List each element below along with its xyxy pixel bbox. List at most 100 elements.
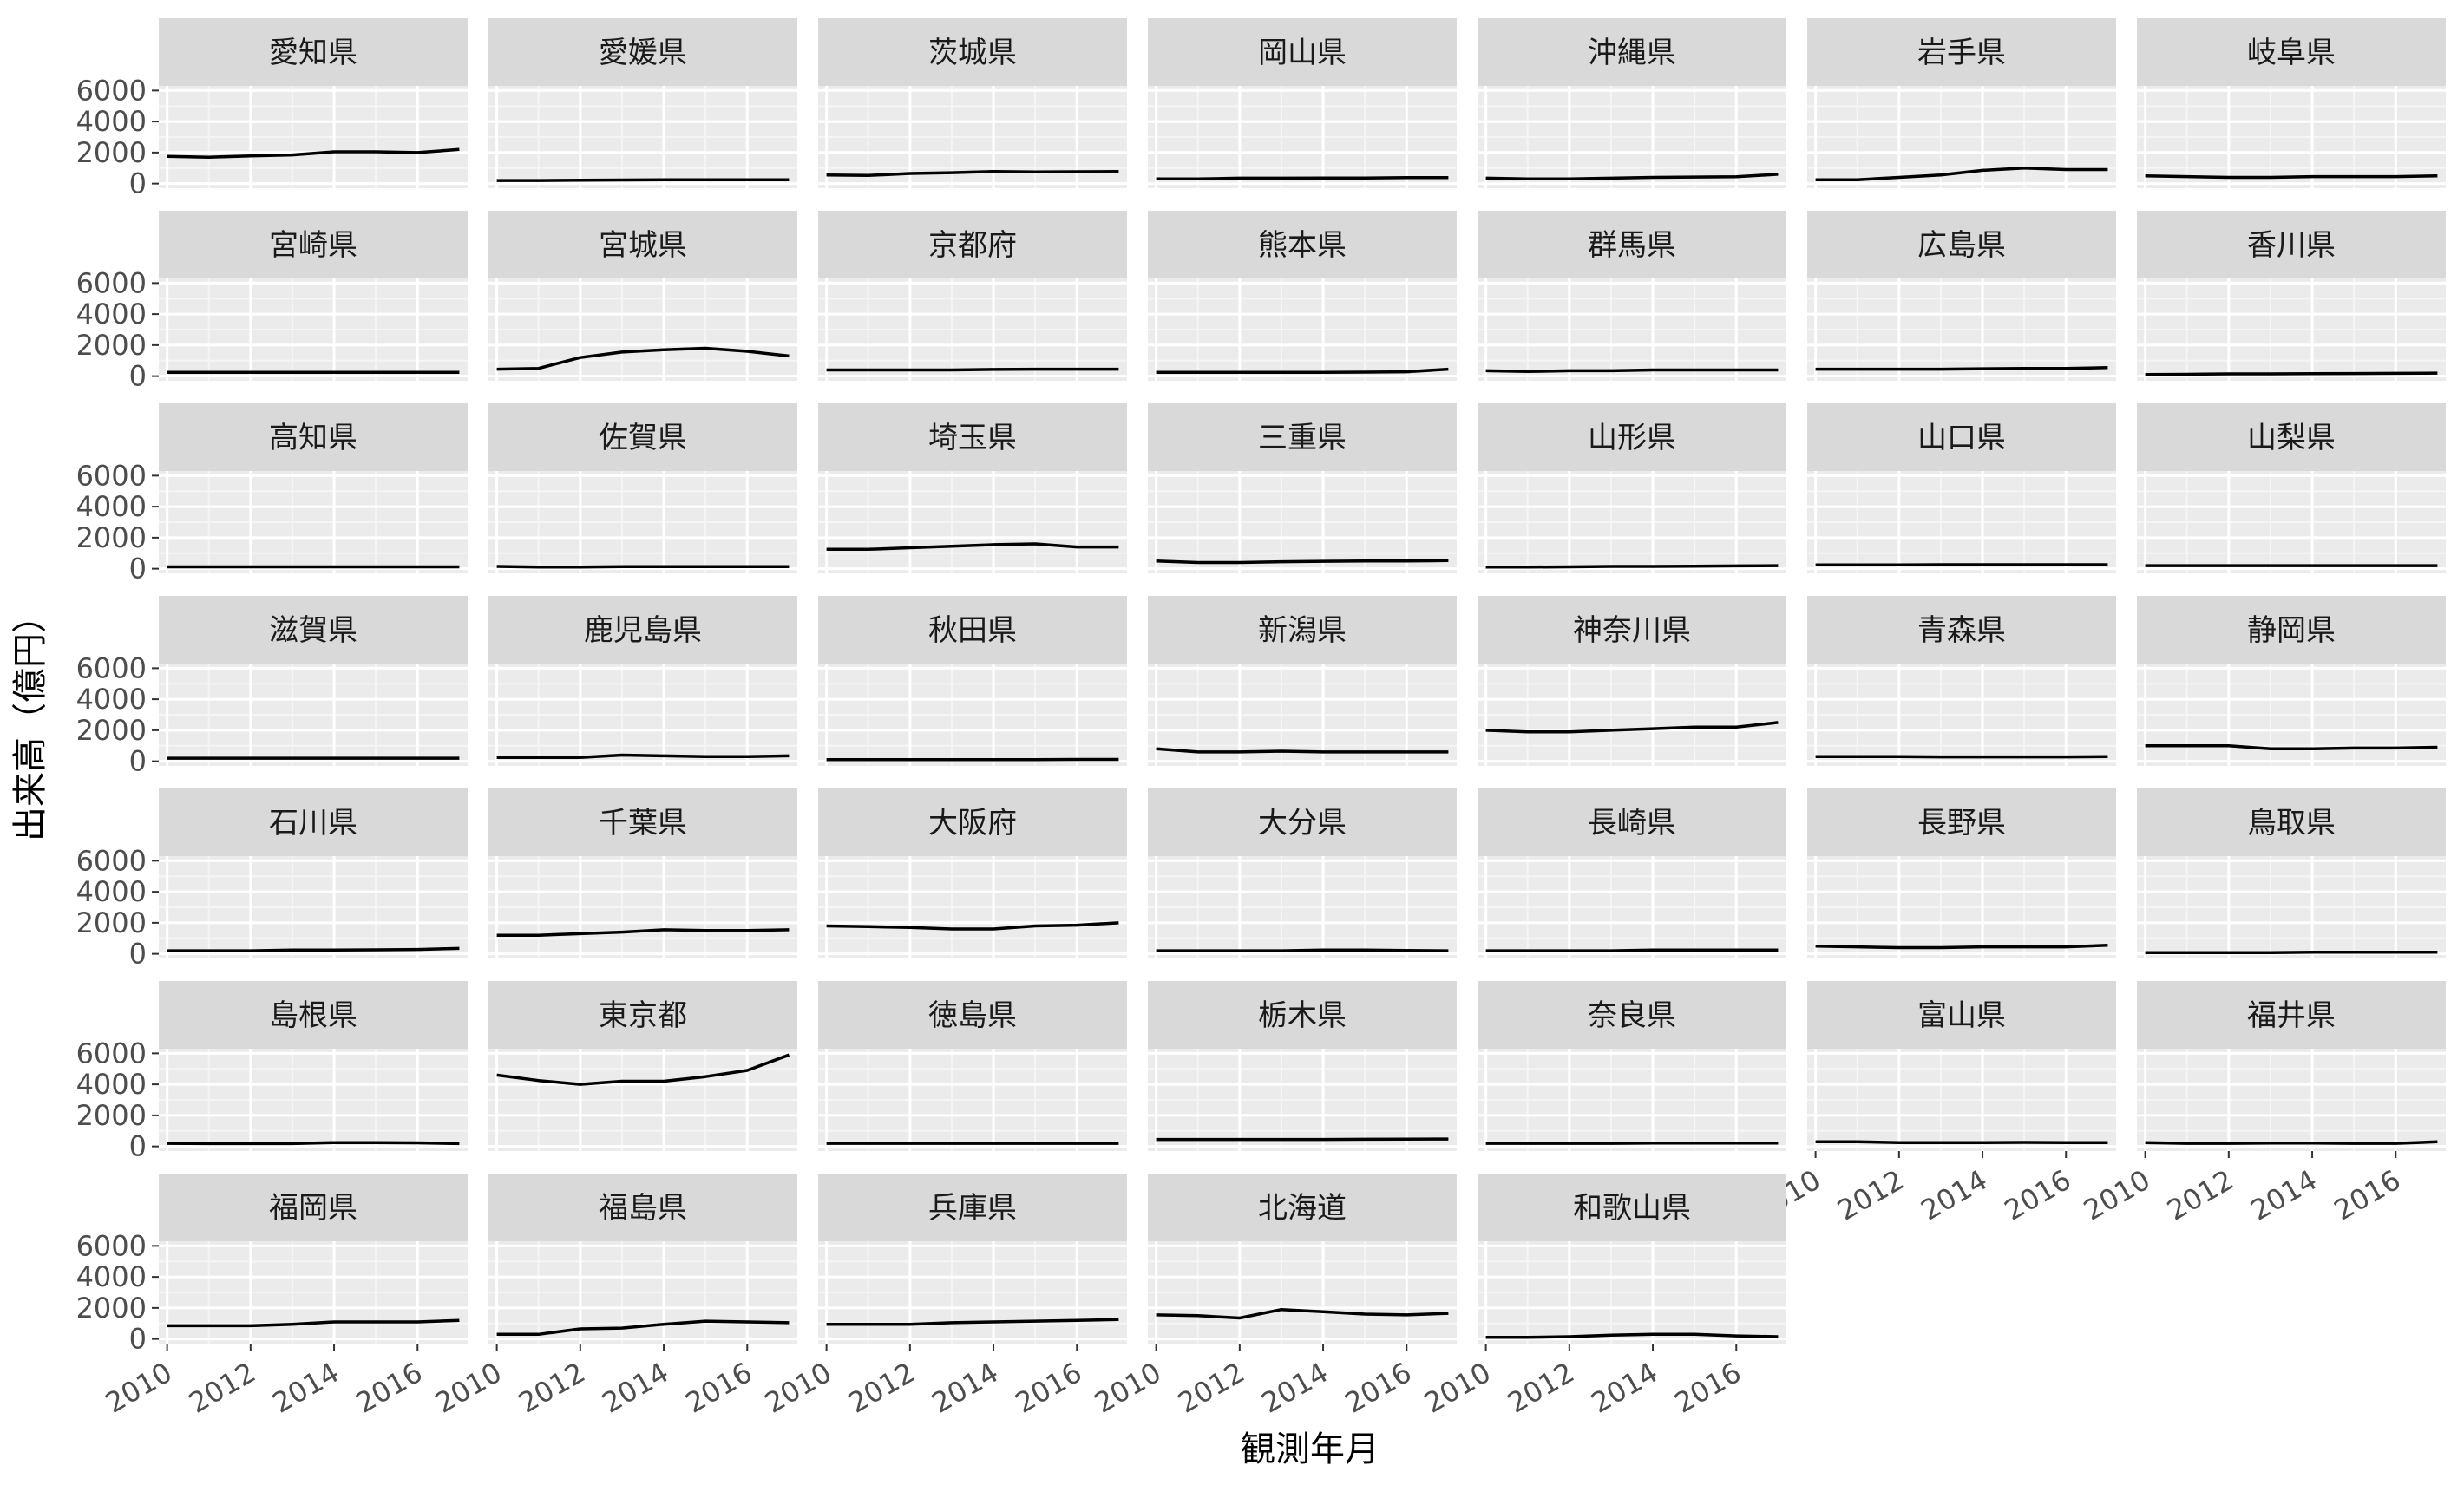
series-line <box>167 946 460 952</box>
facet-label: 香川県 <box>2247 228 2336 263</box>
facet-panel: 長野県 <box>1807 788 2116 958</box>
facet-panel: 京都府 <box>818 211 1127 381</box>
facet-panel: 三重県 <box>1148 403 1457 573</box>
facet-panel: 愛媛県 <box>488 18 797 188</box>
y-tick-label: 4000 <box>76 490 147 523</box>
facet-label: 神奈川県 <box>1573 613 1691 648</box>
series-line <box>167 1318 460 1328</box>
y-tick-label: 4000 <box>76 875 147 908</box>
x-tick-label: 2014 <box>1916 1163 1994 1227</box>
facet-panel: 青森県 <box>1807 596 2116 766</box>
facet-panel: 北海道 2010 2012 2014 2016 <box>1089 1174 1457 1420</box>
facet-strip <box>1807 211 2116 278</box>
facet-panel: 兵庫県 2010 2012 2014 2016 <box>759 1174 1127 1420</box>
series-line <box>1156 747 1449 754</box>
facet-panel: 岐阜県 <box>2137 18 2446 188</box>
facet-strip <box>159 403 468 471</box>
facet-label: 秋田県 <box>928 613 1017 648</box>
series-line <box>826 169 1119 178</box>
facet-strip <box>2137 18 2446 86</box>
series-line <box>1156 367 1449 374</box>
facet-strip <box>159 211 468 278</box>
facet-label: 東京都 <box>599 998 687 1033</box>
x-tick-label: 2014 <box>267 1356 345 1420</box>
facet-strip <box>1148 403 1457 471</box>
facet-strip <box>1148 788 1457 856</box>
y-tick-label: 2000 <box>76 136 147 169</box>
y-tick-label: 2000 <box>76 521 147 554</box>
x-tick-label: 2016 <box>351 1356 429 1420</box>
y-tick-label: 6000 <box>76 1229 147 1262</box>
series-line <box>167 1141 460 1146</box>
facet-label: 静岡県 <box>2247 613 2336 648</box>
facet-label: 北海道 <box>1258 1191 1347 1226</box>
facet-label: 佐賀県 <box>599 421 687 455</box>
facet-strip <box>1478 596 1786 664</box>
y-tick-label: 0 <box>129 167 147 200</box>
facet-label: 福島県 <box>599 1191 687 1226</box>
y-tick-label: 6000 <box>76 266 147 299</box>
y-tick-label: 0 <box>129 553 147 585</box>
facet-label: 大分県 <box>1258 806 1347 841</box>
series-line <box>496 346 790 371</box>
x-tick-label: 2010 <box>1089 1356 1167 1420</box>
facet-label: 鹿児島県 <box>584 613 702 648</box>
facet-panel: 沖縄県 <box>1478 18 1786 188</box>
series-line <box>1815 944 2108 950</box>
facet-label: 高知県 <box>269 421 357 455</box>
facet-panel: 東京都 <box>488 981 797 1151</box>
x-tick-label: 2010 <box>100 1356 178 1420</box>
facet-strip <box>818 788 1127 856</box>
y-tick-label: 2000 <box>76 1292 147 1325</box>
x-tick-label: 2012 <box>183 1356 261 1420</box>
facet-strip <box>1148 18 1457 86</box>
facet-strip <box>818 18 1127 86</box>
facet-strip <box>818 596 1127 664</box>
series-line <box>2145 1140 2438 1145</box>
x-tick-label: 2016 <box>2329 1163 2407 1227</box>
facet-strip <box>2137 211 2446 278</box>
series-line <box>1485 948 1779 952</box>
facet-label: 長崎県 <box>1588 806 1676 841</box>
facet-strip <box>1807 596 2116 664</box>
series-line <box>826 542 1119 552</box>
facet-label: 徳島県 <box>928 998 1017 1033</box>
facet-panel: 栃木県 <box>1148 981 1457 1151</box>
facet-label: 島根県 <box>269 998 357 1033</box>
facet-strip <box>2137 403 2446 471</box>
y-tick-label: 4000 <box>76 1068 147 1101</box>
facet-strip <box>1478 403 1786 471</box>
x-tick-label: 2012 <box>1172 1356 1250 1420</box>
facet-strip <box>159 1174 468 1241</box>
facet-label: 宮崎県 <box>269 228 357 263</box>
facet-label: 千葉県 <box>599 806 687 841</box>
y-tick-label: 0 <box>129 1323 147 1356</box>
facet-label: 山梨県 <box>2247 421 2336 455</box>
facet-label: 三重県 <box>1258 421 1347 455</box>
y-tick-label: 0 <box>129 360 147 393</box>
facet-strip <box>488 596 797 664</box>
x-tick-label: 2014 <box>1586 1356 1664 1420</box>
x-tick-label: 2014 <box>1256 1356 1334 1420</box>
series-line <box>826 921 1119 931</box>
series-line <box>496 1053 790 1086</box>
y-tick-label: 2000 <box>76 1099 147 1132</box>
facet-strip <box>818 211 1127 278</box>
series-line <box>1815 366 2108 371</box>
facet-panel: 広島県 <box>1807 211 2116 381</box>
series-line <box>1485 368 1779 374</box>
facet-panel: 佐賀県 <box>488 403 797 573</box>
facet-label: 福岡県 <box>269 1191 357 1226</box>
y-tick-label: 6000 <box>76 651 147 684</box>
x-tick-label: 2012 <box>1502 1356 1580 1420</box>
series-line <box>1156 1137 1449 1142</box>
facet-strip <box>1148 596 1457 664</box>
series-line <box>167 147 460 159</box>
